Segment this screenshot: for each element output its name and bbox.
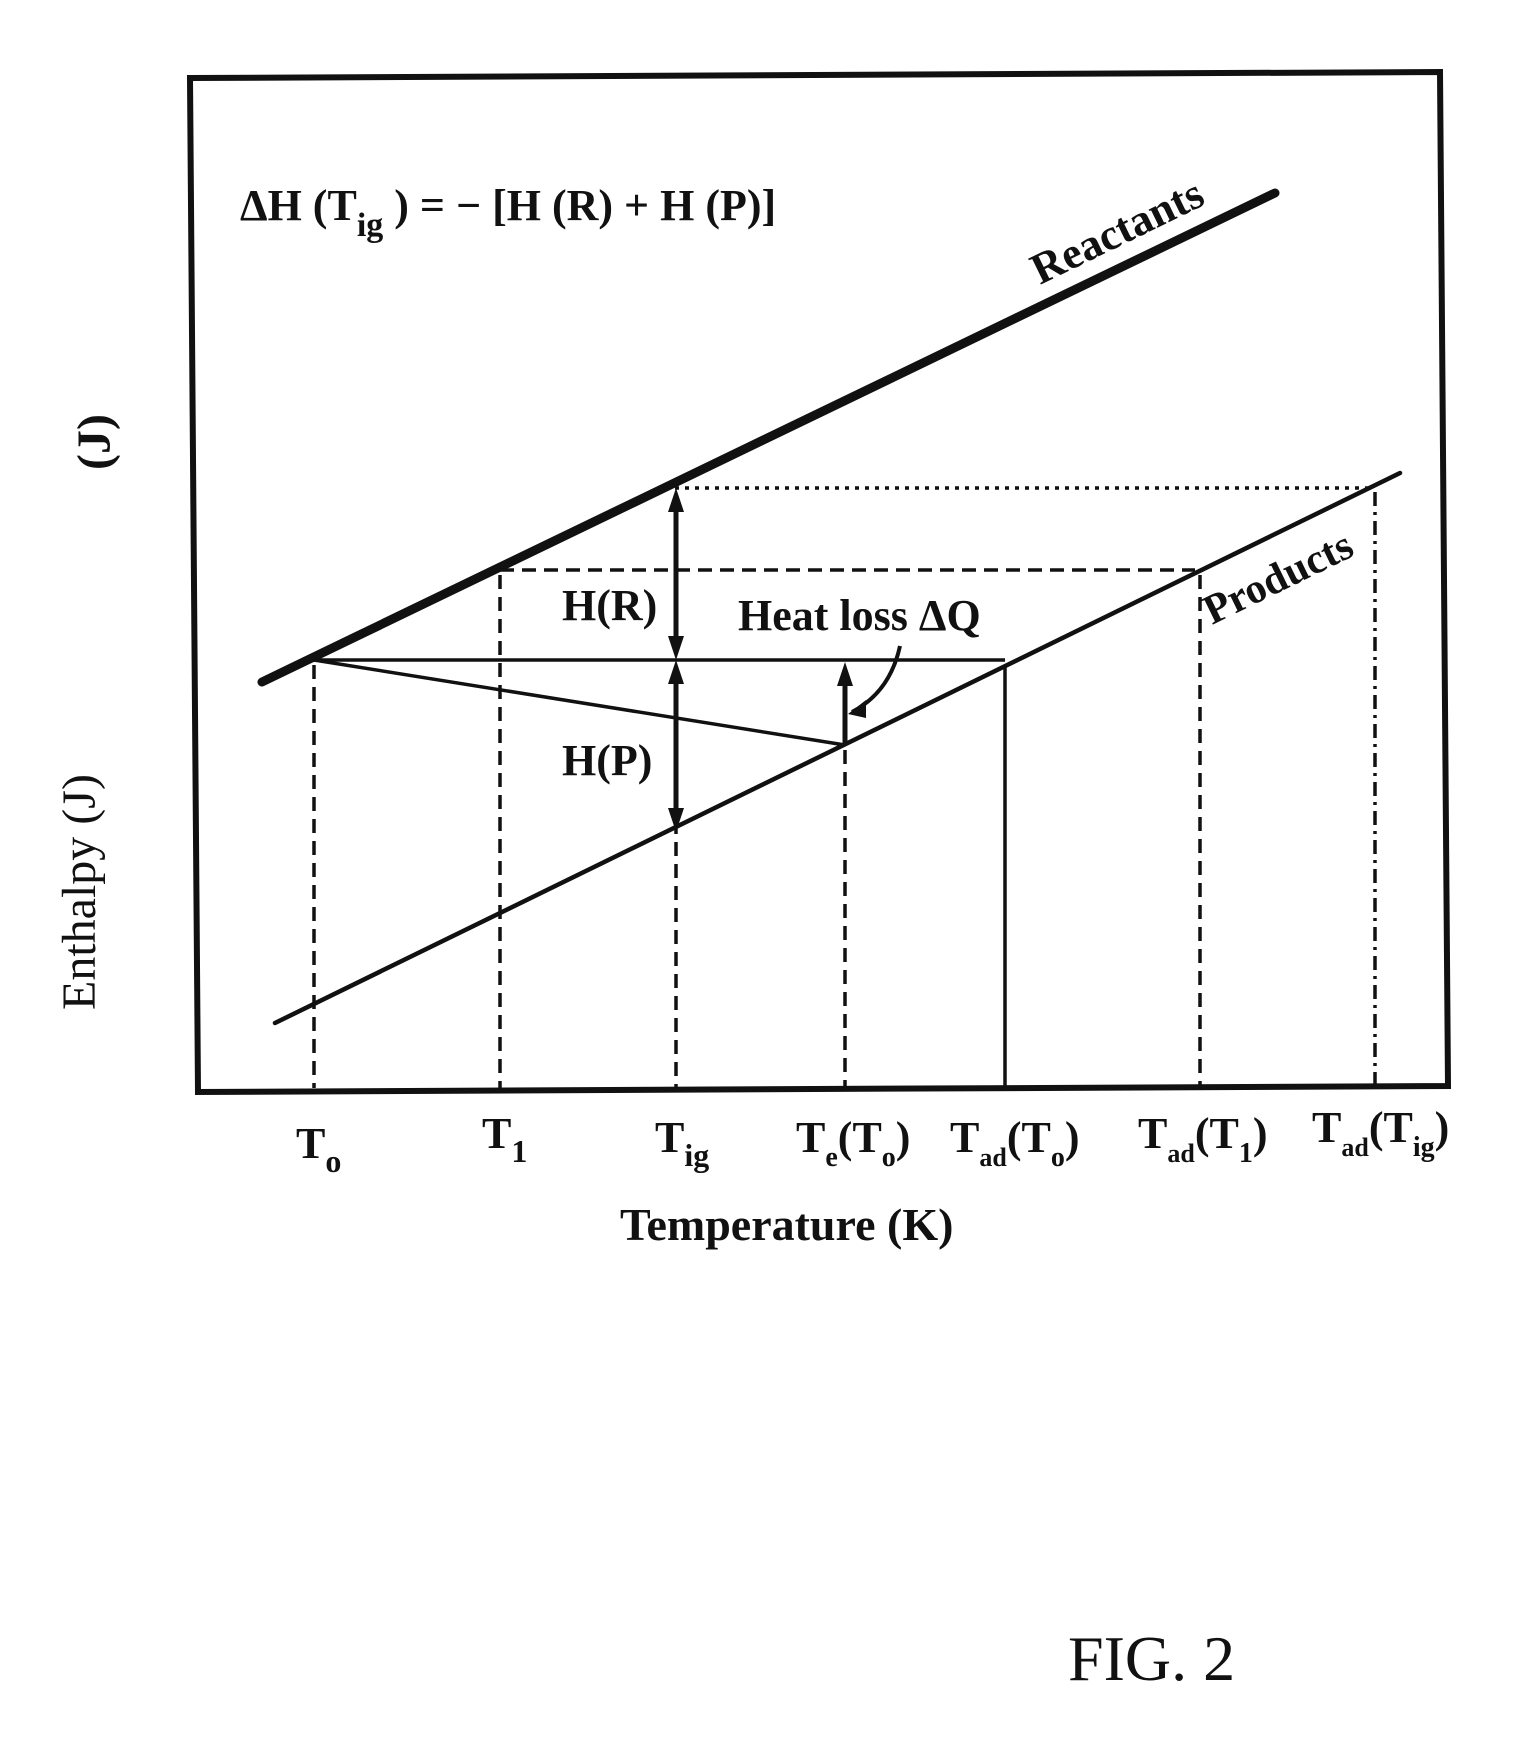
heat-loss-pointer — [851, 645, 902, 714]
h-r-label: H(R) — [562, 581, 657, 630]
tick-tad-t0: Tad(To) — [950, 1113, 1079, 1173]
equation-suffix: ) = − [H (R) + H (P)] — [383, 181, 776, 230]
heat-loss-arrow — [837, 662, 853, 745]
equation-subscript: ig — [357, 207, 383, 244]
y-axis-label: Enthalpy (J) — [53, 774, 106, 1010]
tick-te-t0: Te(To) — [796, 1113, 910, 1173]
heat-loss-path-line — [313, 658, 846, 747]
h-r-arrow — [668, 488, 684, 660]
y-axis-label-duplicate: (J) — [68, 414, 121, 470]
heat-loss-label: Heat loss ΔQ — [738, 591, 981, 640]
equation-prefix: ΔH (T — [240, 181, 357, 230]
figure-label: FIG. 2 — [1068, 1623, 1235, 1694]
x-axis-label: Temperature (K) — [620, 1199, 953, 1250]
tick-tad-tig: Tad(Tig) — [1312, 1103, 1449, 1163]
equation: ΔH (Tig ) = − [H (R) + H (P)] — [240, 181, 776, 244]
x-tick-labels: To T1 Tig Te(To) Tad(To) Tad(T1) Tad(Tig… — [296, 1103, 1449, 1179]
reactants-label: Reactants — [1023, 169, 1211, 294]
tick-tig: Tig — [655, 1113, 709, 1173]
tick-t0: To — [296, 1119, 341, 1179]
plot-frame — [186, 68, 1452, 1096]
products-line — [272, 470, 1403, 1026]
h-p-label: H(P) — [562, 736, 652, 785]
tick-tad-t1: Tad(T1) — [1138, 1109, 1267, 1169]
products-label: Products — [1196, 522, 1360, 634]
reactants-line — [257, 188, 1280, 687]
tick-t1: T1 — [482, 1109, 527, 1169]
h-p-arrow — [668, 660, 684, 832]
